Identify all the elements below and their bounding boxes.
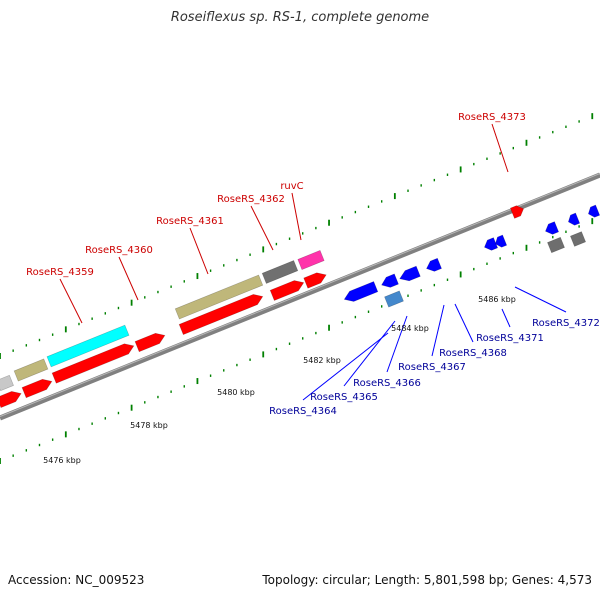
feature-cyan [46, 324, 130, 368]
feature-khaki [174, 274, 264, 320]
scale-label: 5486 kbp [478, 295, 516, 304]
backbone-highlight [0, 173, 600, 417]
feature-gray [569, 231, 587, 247]
gene-label-reverse: RoseRS_4365 [310, 392, 378, 403]
label-leader [250, 205, 274, 251]
gene-label-forward: RoseRS_4373 [458, 112, 526, 123]
gene-reverse [426, 257, 442, 272]
scale-label: 5482 kbp [303, 356, 341, 365]
scale-label: 5478 kbp [130, 421, 168, 430]
gene-reverse [588, 204, 600, 218]
gene-label-forward: RoseRS_4360 [85, 245, 153, 256]
label-leader [302, 332, 389, 401]
label-leader [491, 123, 509, 173]
gene-reverse [495, 234, 508, 248]
gene-label-reverse: RoseRS_4364 [269, 406, 337, 417]
label-leader [431, 304, 445, 357]
gene-label-reverse: RoseRS_4372 [532, 318, 600, 329]
gene-reverse [484, 237, 499, 251]
label-leaders [59, 123, 567, 401]
gene-label-forward: RoseRS_4362 [217, 194, 285, 205]
gene-label-forward: RoseRS_4361 [156, 216, 224, 227]
gene-forward [303, 272, 327, 289]
label-leader [291, 192, 302, 241]
gene-reverse [343, 281, 379, 302]
gene-forward [0, 391, 22, 408]
label-leader [501, 308, 511, 328]
gene-forward [21, 378, 53, 399]
feature-khaki [13, 358, 49, 382]
gene-forward [269, 280, 305, 301]
gene-label-forward: RoseRS_4359 [26, 267, 94, 278]
label-leader [189, 227, 209, 275]
label-leader [454, 303, 474, 343]
gene-reverse [381, 273, 399, 288]
feature-steelblue [384, 290, 404, 308]
label-leader [514, 286, 567, 313]
gene-features [0, 204, 600, 408]
feature-magenta [297, 250, 325, 270]
scale-label: 5476 kbp [43, 456, 81, 465]
feature-gray [261, 260, 299, 284]
label-leader [59, 278, 83, 324]
scale-label: 5484 kbp [391, 324, 429, 333]
feature-gray [547, 236, 565, 254]
label-leader [343, 320, 396, 387]
genome-summary-text: Topology: circular; Length: 5,801,598 bp… [262, 573, 592, 587]
feature-gray [0, 374, 14, 392]
gene-label-reverse: RoseRS_4367 [398, 362, 466, 373]
tick-marks [0, 113, 594, 464]
gene-reverse [399, 265, 421, 282]
scale-label: 5480 kbp [217, 388, 255, 397]
scale-labels: 5476 kbp 5478 kbp 5480 kbp 5482 kbp 5484 kbp… [43, 295, 516, 465]
gene-labels: RoseRS_4359 RoseRS_4360 RoseRS_4361 RoseRS_… [26, 112, 600, 417]
label-leader [386, 315, 408, 373]
gene-forward [134, 332, 166, 353]
gene-label-forward: ruvC [280, 181, 303, 192]
gene-label-reverse: RoseRS_4371 [476, 333, 544, 344]
map-title: Roseiflexus sp. RS-1, complete genome [170, 10, 430, 25]
gene-label-reverse: RoseRS_4366 [353, 378, 421, 389]
gene-reverse [545, 221, 560, 235]
label-leader [118, 256, 139, 301]
genome-backbone [0, 172, 600, 421]
gene-reverse [568, 212, 581, 226]
backbone-line [0, 172, 600, 421]
gene-label-reverse: RoseRS_4368 [439, 348, 507, 359]
gene-forward [51, 343, 135, 384]
accession-text: Accession: NC_009523 [8, 573, 145, 587]
gene-forward [178, 294, 264, 336]
gene-forward [509, 205, 524, 219]
